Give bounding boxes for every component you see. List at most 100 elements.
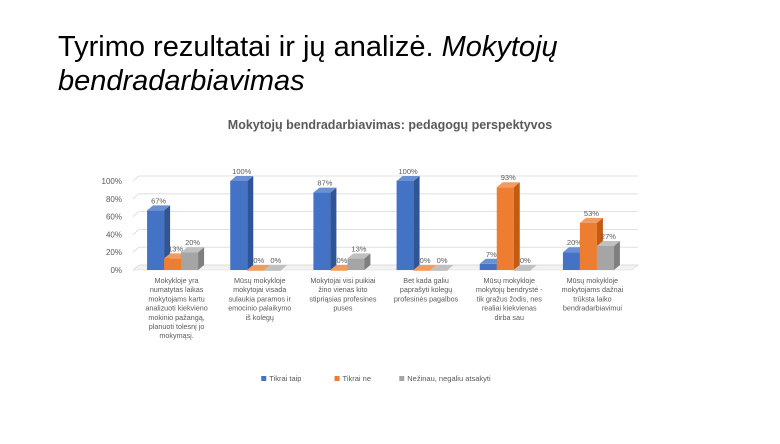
data-label: 0% xyxy=(253,256,264,265)
bar xyxy=(247,265,271,271)
bar-side xyxy=(613,240,620,270)
bar-front xyxy=(230,181,248,270)
gridline-depth xyxy=(132,175,140,182)
bar xyxy=(496,182,520,270)
slide-title-main: Tyrimo rezultatai ir jų analizė. xyxy=(58,31,442,63)
category-label-line: Mūsų mokykloje xyxy=(483,276,535,285)
legend-swatch xyxy=(261,376,267,381)
bar-top xyxy=(264,265,288,270)
category-label-line: Mūsų mokykloje xyxy=(234,276,286,285)
category-label-line: tik gražus žodis, nes xyxy=(477,294,543,303)
category-label: Mokytojai visi puikiai žino vienas kito st… xyxy=(309,276,377,313)
gridline-depth xyxy=(132,246,140,253)
category-label: Bet kada galiu paprašyti kolegų profesinės… xyxy=(394,276,459,303)
category-label: Mokykloje yra numatytas laikas mokytojams … xyxy=(145,276,207,340)
data-label: 0% xyxy=(270,256,281,265)
category-label-line: puses xyxy=(333,304,353,313)
bar xyxy=(181,247,205,270)
bar-front xyxy=(330,270,348,271)
category-label-line: Mūsų mokykloje xyxy=(567,276,619,285)
category-label-line: Mokykloje yra xyxy=(155,276,199,285)
category-label-line: numatytas laikas xyxy=(150,285,204,294)
data-label: 20% xyxy=(567,238,582,247)
bar xyxy=(430,265,454,271)
bar-side xyxy=(513,182,520,270)
bar-front xyxy=(264,270,282,271)
category-label-line: profesinės pagalbos xyxy=(394,294,459,303)
chart-floor xyxy=(132,264,639,271)
gridline-depth xyxy=(132,211,140,217)
bar-front xyxy=(313,192,331,270)
category-label-line: Mokytojai visi puikiai xyxy=(310,276,376,285)
bar-front xyxy=(413,270,431,271)
bar-front xyxy=(396,181,414,270)
category-label-line: realiai kiekvienas xyxy=(482,304,537,313)
slide-title: Tyrimo rezultatai ir jų analizė. Mokytoj… xyxy=(58,30,748,98)
bar-top xyxy=(579,217,603,223)
gridline-depth xyxy=(132,264,140,271)
bar-front xyxy=(164,258,182,270)
bar-top xyxy=(596,240,620,246)
bar-front xyxy=(430,270,448,271)
bar-top xyxy=(230,176,254,181)
y-tick-label: 0% xyxy=(110,266,122,275)
data-label: 67% xyxy=(151,196,166,205)
data-label: 13% xyxy=(168,244,183,253)
bar-top xyxy=(181,247,205,253)
bar xyxy=(413,265,437,271)
gridline-depth xyxy=(132,193,140,200)
category-label-line: iš kolegų xyxy=(246,313,274,322)
data-label: 7% xyxy=(486,250,497,259)
category-label-line: sulaukia paramos ir xyxy=(229,294,292,303)
bar-front xyxy=(596,245,614,270)
bar-top xyxy=(430,265,454,270)
bar xyxy=(596,240,620,270)
bar-side xyxy=(164,205,171,270)
category-label-line: mokytojų bendrystė - xyxy=(476,285,543,294)
data-label: 27% xyxy=(601,232,616,241)
bar xyxy=(396,176,420,270)
data-label: 100% xyxy=(398,167,418,176)
bar-side xyxy=(413,176,420,270)
category-label-line: žino vienas kito xyxy=(318,285,367,294)
category-label-line: planuoti tolesnį jo xyxy=(149,322,205,331)
bar-top xyxy=(147,205,171,211)
chart-title: Mokytojų bendradarbiavimas: pedagogų per… xyxy=(228,118,552,132)
category-label-line: stipriąsias profesines xyxy=(309,294,377,303)
bar-side xyxy=(364,253,371,270)
y-tick-label: 100% xyxy=(102,177,122,186)
bar-front xyxy=(562,252,580,270)
bar-top xyxy=(347,253,371,259)
category-label-line: dirba sau xyxy=(494,313,524,322)
category-label: Mūsų mokykloje mokytojai visada sulaukia p… xyxy=(228,276,291,322)
bar-top xyxy=(313,187,337,193)
data-label: 0% xyxy=(336,256,347,265)
legend-label: Nežinau, negaliu atsakyti xyxy=(407,374,491,383)
bar-front xyxy=(513,270,531,271)
bar xyxy=(230,176,254,270)
bar-top xyxy=(496,182,520,188)
data-label: 0% xyxy=(420,256,431,265)
category-label: Mūsų mokykloje mokytojų bendrystė -tik gr… xyxy=(476,276,543,322)
y-tick-label: 20% xyxy=(106,248,122,257)
data-label: 20% xyxy=(185,238,200,247)
y-tick-label: 40% xyxy=(106,230,122,239)
bar-front xyxy=(479,263,497,270)
category-label-line: mokytojams kartu xyxy=(148,294,204,303)
legend-label: Tikrai ne xyxy=(343,374,371,383)
bar-front xyxy=(579,222,597,270)
category-label-line: mokinio pažangą, xyxy=(148,313,204,322)
category-label-line: mokymąsį. xyxy=(159,331,193,340)
legend-swatch xyxy=(334,376,340,381)
data-label: 13% xyxy=(351,244,366,253)
y-tick-label: 60% xyxy=(106,213,122,222)
category-label: Mūsų mokykloje mokytojams dažnai trūksta l… xyxy=(562,276,624,313)
y-tick-label: 80% xyxy=(106,195,122,204)
bar-front xyxy=(147,210,165,270)
category-label-line: trūksta laiko xyxy=(573,294,611,303)
category-label-line: analizuoti kiekvieno xyxy=(145,304,207,313)
data-label: 53% xyxy=(584,209,599,218)
data-label: 0% xyxy=(437,256,448,265)
